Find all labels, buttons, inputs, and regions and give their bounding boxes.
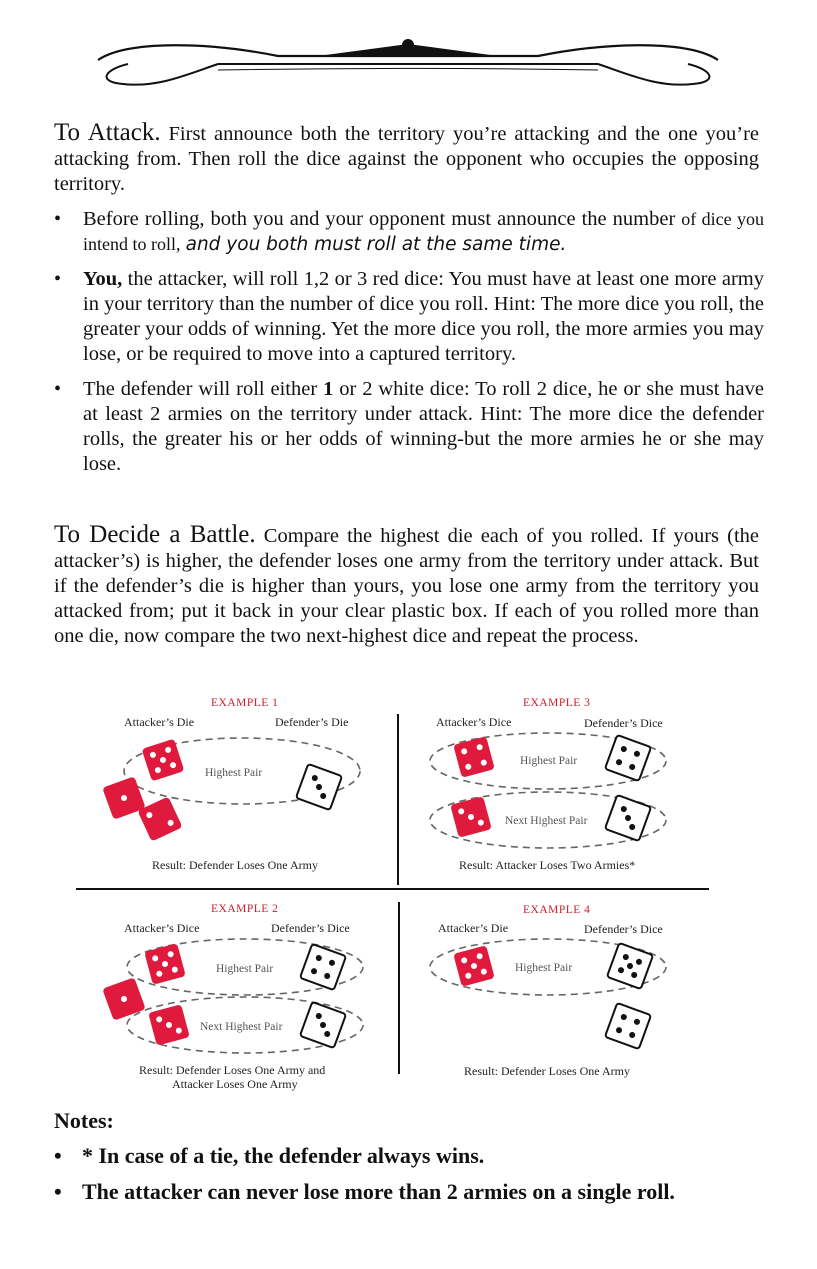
defender-label: Defender’s Die [275,715,349,729]
attack-text: First announce both the territory you’re… [54,123,759,195]
red-die-icon [454,946,494,986]
red-die-icon [451,797,491,837]
attacker-label: Attacker’s Die [124,715,195,729]
battle-text: Compare the highest die each of you roll… [54,525,760,647]
highest-pair-oval [123,737,361,805]
highest-pair-oval [429,732,667,790]
battle-heading: To Decide a Battle. [54,521,256,548]
list-item: • Before rolling, both you and your oppo… [54,208,764,255]
bullet-icon: • [54,1179,62,1204]
highest-pair-oval [429,938,667,996]
ornamental-flourish [97,39,719,86]
bullet-icon: • [54,1143,62,1168]
pair-label: Highest Pair [216,963,274,975]
attack-bullet-list: • Before rolling, both you and your oppo… [54,207,764,477]
example-4-title: EXAMPLE 4 [523,904,591,916]
bullet-icon: • [54,268,62,290]
red-die-icon [145,944,185,984]
red-die-icon [138,797,182,841]
list-item: • * In case of a tie, the defender alway… [54,1143,485,1168]
example-2-result: Result: Defender Loses One Army and [139,1063,326,1077]
next-highest-pair-oval [429,791,667,849]
white-die-icon [299,1001,347,1049]
highest-pair-oval [126,938,364,996]
bullet-icon: • [54,378,62,400]
example-2-result-line-2: Attacker Loses One Army [172,1077,298,1091]
white-die-icon [604,1002,652,1050]
next-pair-label: Next Highest Pair [505,815,588,827]
example-2-title: EXAMPLE 2 [211,903,279,915]
white-die-icon [606,942,654,990]
red-die-icon [149,1005,189,1045]
attack-paragraph: To Attack. First announce both the terri… [54,120,759,197]
white-die-icon [604,734,652,782]
example-3-title: EXAMPLE 3 [523,697,591,709]
list-item: • You, the attacker, will roll 1,2 or 3 … [54,268,764,365]
defender-label: Defender’s Dice [584,922,663,936]
example-3-result: Result: Attacker Loses Two Armies* [459,858,636,872]
pair-label: Highest Pair [515,962,573,974]
list-item: • The defender will roll either 1 or 2 w… [54,378,764,475]
pair-label: Highest Pair [205,767,263,779]
notes-title: Notes: [54,1108,114,1133]
defender-label: Defender’s Dice [271,921,350,935]
attacker-label: Attacker’s Dice [436,715,512,729]
white-die-icon [299,943,347,991]
examples-figure [76,714,709,1074]
attacker-label: Attacker’s Die [438,921,509,935]
example-1-result: Result: Defender Loses One Army [152,858,318,872]
example-4-result: Result: Defender Loses One Army [464,1064,630,1078]
white-die-icon [604,794,652,842]
defender-label: Defender’s Dice [584,716,663,730]
notes-list: • * In case of a tie, the defender alway… [54,1142,764,1214]
red-die-icon [142,739,184,781]
red-die-icon [103,777,145,819]
next-highest-pair-oval [126,996,364,1054]
attacker-label: Attacker’s Dice [124,921,200,935]
red-die-icon [454,737,494,777]
example-1-title: EXAMPLE 1 [211,697,279,709]
bullet-icon: • [54,208,62,230]
red-die-icon [103,978,145,1020]
attack-heading: To Attack. [54,119,161,146]
list-item: • The attacker can never lose more than … [54,1179,675,1204]
white-die-icon [295,763,343,811]
battle-paragraph: To Decide a Battle. Compare the highest … [54,522,759,649]
pair-label: Highest Pair [520,755,578,767]
next-pair-label: Next Highest Pair [200,1021,283,1033]
